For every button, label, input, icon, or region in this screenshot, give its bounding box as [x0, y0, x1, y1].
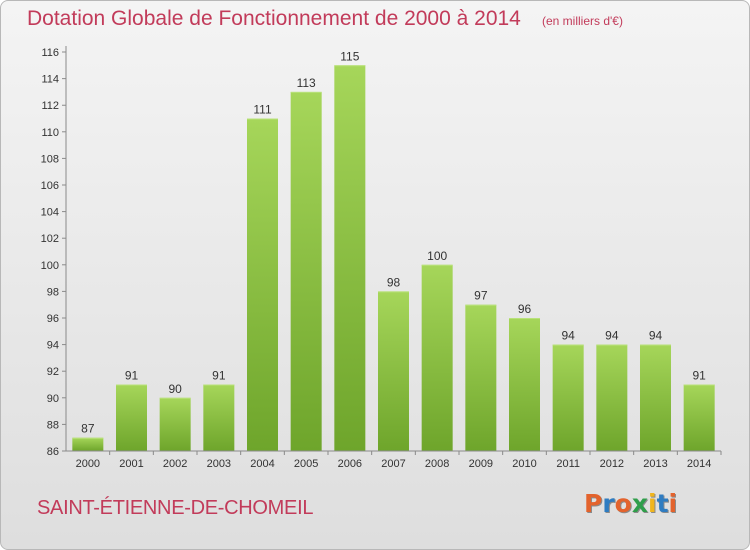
x-tick-label: 2003 — [207, 458, 231, 470]
proxiti-logo[interactable]: Proxiti — [584, 489, 677, 518]
y-tick-label: 92 — [47, 366, 59, 378]
bar-value-label: 113 — [297, 76, 316, 90]
bars: 87 91 90 91 111 113 115 98 100 97 96 94 94 94 91 — [72, 49, 715, 452]
bar — [116, 384, 147, 451]
x-tick-label: 2000 — [76, 458, 100, 470]
bar-value-label: 96 — [518, 302, 532, 316]
bar-value-label: 91 — [212, 369, 226, 383]
logo-letter: o — [614, 489, 632, 518]
x-tick-label: 2006 — [338, 458, 362, 470]
bar-value-label: 111 — [253, 103, 272, 117]
y-tick-label: 102 — [41, 233, 59, 245]
y-tick-label: 110 — [41, 127, 59, 139]
bar-value-label: 87 — [81, 422, 95, 436]
bar — [596, 344, 628, 451]
bar-value-label: 94 — [605, 329, 619, 343]
logo-letter: P — [584, 489, 603, 518]
y-tick-label: 104 — [41, 207, 59, 219]
x-tick-label: 2012 — [600, 458, 624, 470]
bar — [509, 318, 540, 451]
bar-value-label: 91 — [692, 369, 706, 383]
bar — [552, 344, 584, 451]
bar — [640, 344, 671, 451]
x-axis: 2000 2001 2002 2003 2004 2005 2006 2007 2008 2009… — [66, 450, 722, 470]
x-tick-label: 2004 — [250, 458, 274, 470]
x-tick-label: 2010 — [512, 458, 536, 470]
y-tick-label: 94 — [47, 340, 59, 352]
chart-unit-note: (en milliers d'€) — [542, 14, 623, 28]
x-tick-label: 2005 — [294, 458, 318, 470]
bar-value-label: 94 — [561, 329, 575, 343]
x-tick-label: 2007 — [381, 458, 405, 470]
y-tick-label: 90 — [47, 393, 59, 405]
y-tick-label: 106 — [41, 180, 59, 192]
bar-value-label: 115 — [340, 49, 359, 63]
y-tick-label: 88 — [47, 419, 59, 431]
bar — [290, 91, 322, 452]
logo-letter: t — [656, 489, 669, 518]
bar-value-label: 90 — [168, 382, 182, 396]
x-tick-label: 2014 — [687, 458, 711, 470]
x-tick-label: 2011 — [556, 458, 580, 470]
bar-value-label: 100 — [427, 249, 447, 263]
y-tick-label: 116 — [41, 47, 59, 59]
y-tick-label: 108 — [41, 153, 59, 165]
logo-letter: x — [631, 489, 648, 518]
logo-letter: i — [648, 489, 657, 518]
y-tick-label: 96 — [47, 313, 59, 325]
chart-title: Dotation Globale de Fonctionnement de 20… — [27, 7, 521, 30]
bar — [334, 65, 366, 452]
y-axis: 86 88 90 92 94 96 98 100 102 104 106 108 110 112 114 11… — [41, 46, 67, 458]
y-tick-label: 86 — [47, 446, 59, 458]
bar — [683, 384, 715, 451]
bar-value-label: 97 — [474, 289, 488, 303]
bar-value-label: 94 — [649, 329, 663, 343]
y-tick-label: 98 — [47, 286, 59, 298]
bar — [421, 264, 453, 451]
x-tick-label: 2009 — [469, 458, 493, 470]
x-tick-label: 2013 — [643, 458, 667, 470]
y-tick-label: 114 — [41, 74, 59, 86]
bar — [159, 397, 191, 451]
x-tick-label: 2001 — [119, 458, 143, 470]
bar — [247, 118, 278, 451]
bar-value-label: 91 — [125, 369, 139, 383]
logo-letter: r — [602, 489, 615, 518]
bar-value-label: 98 — [387, 275, 401, 289]
y-tick-label: 100 — [41, 260, 59, 272]
bar — [465, 304, 497, 451]
bar — [378, 291, 409, 451]
bar — [72, 437, 104, 451]
logo-letter: i — [668, 489, 678, 518]
town-name: SAINT-ÉTIENNE-DE-CHOMEIL — [37, 497, 314, 519]
y-tick-label: 112 — [41, 100, 59, 112]
x-tick-label: 2002 — [163, 458, 187, 470]
bar — [203, 384, 235, 451]
x-tick-label: 2008 — [425, 458, 449, 470]
